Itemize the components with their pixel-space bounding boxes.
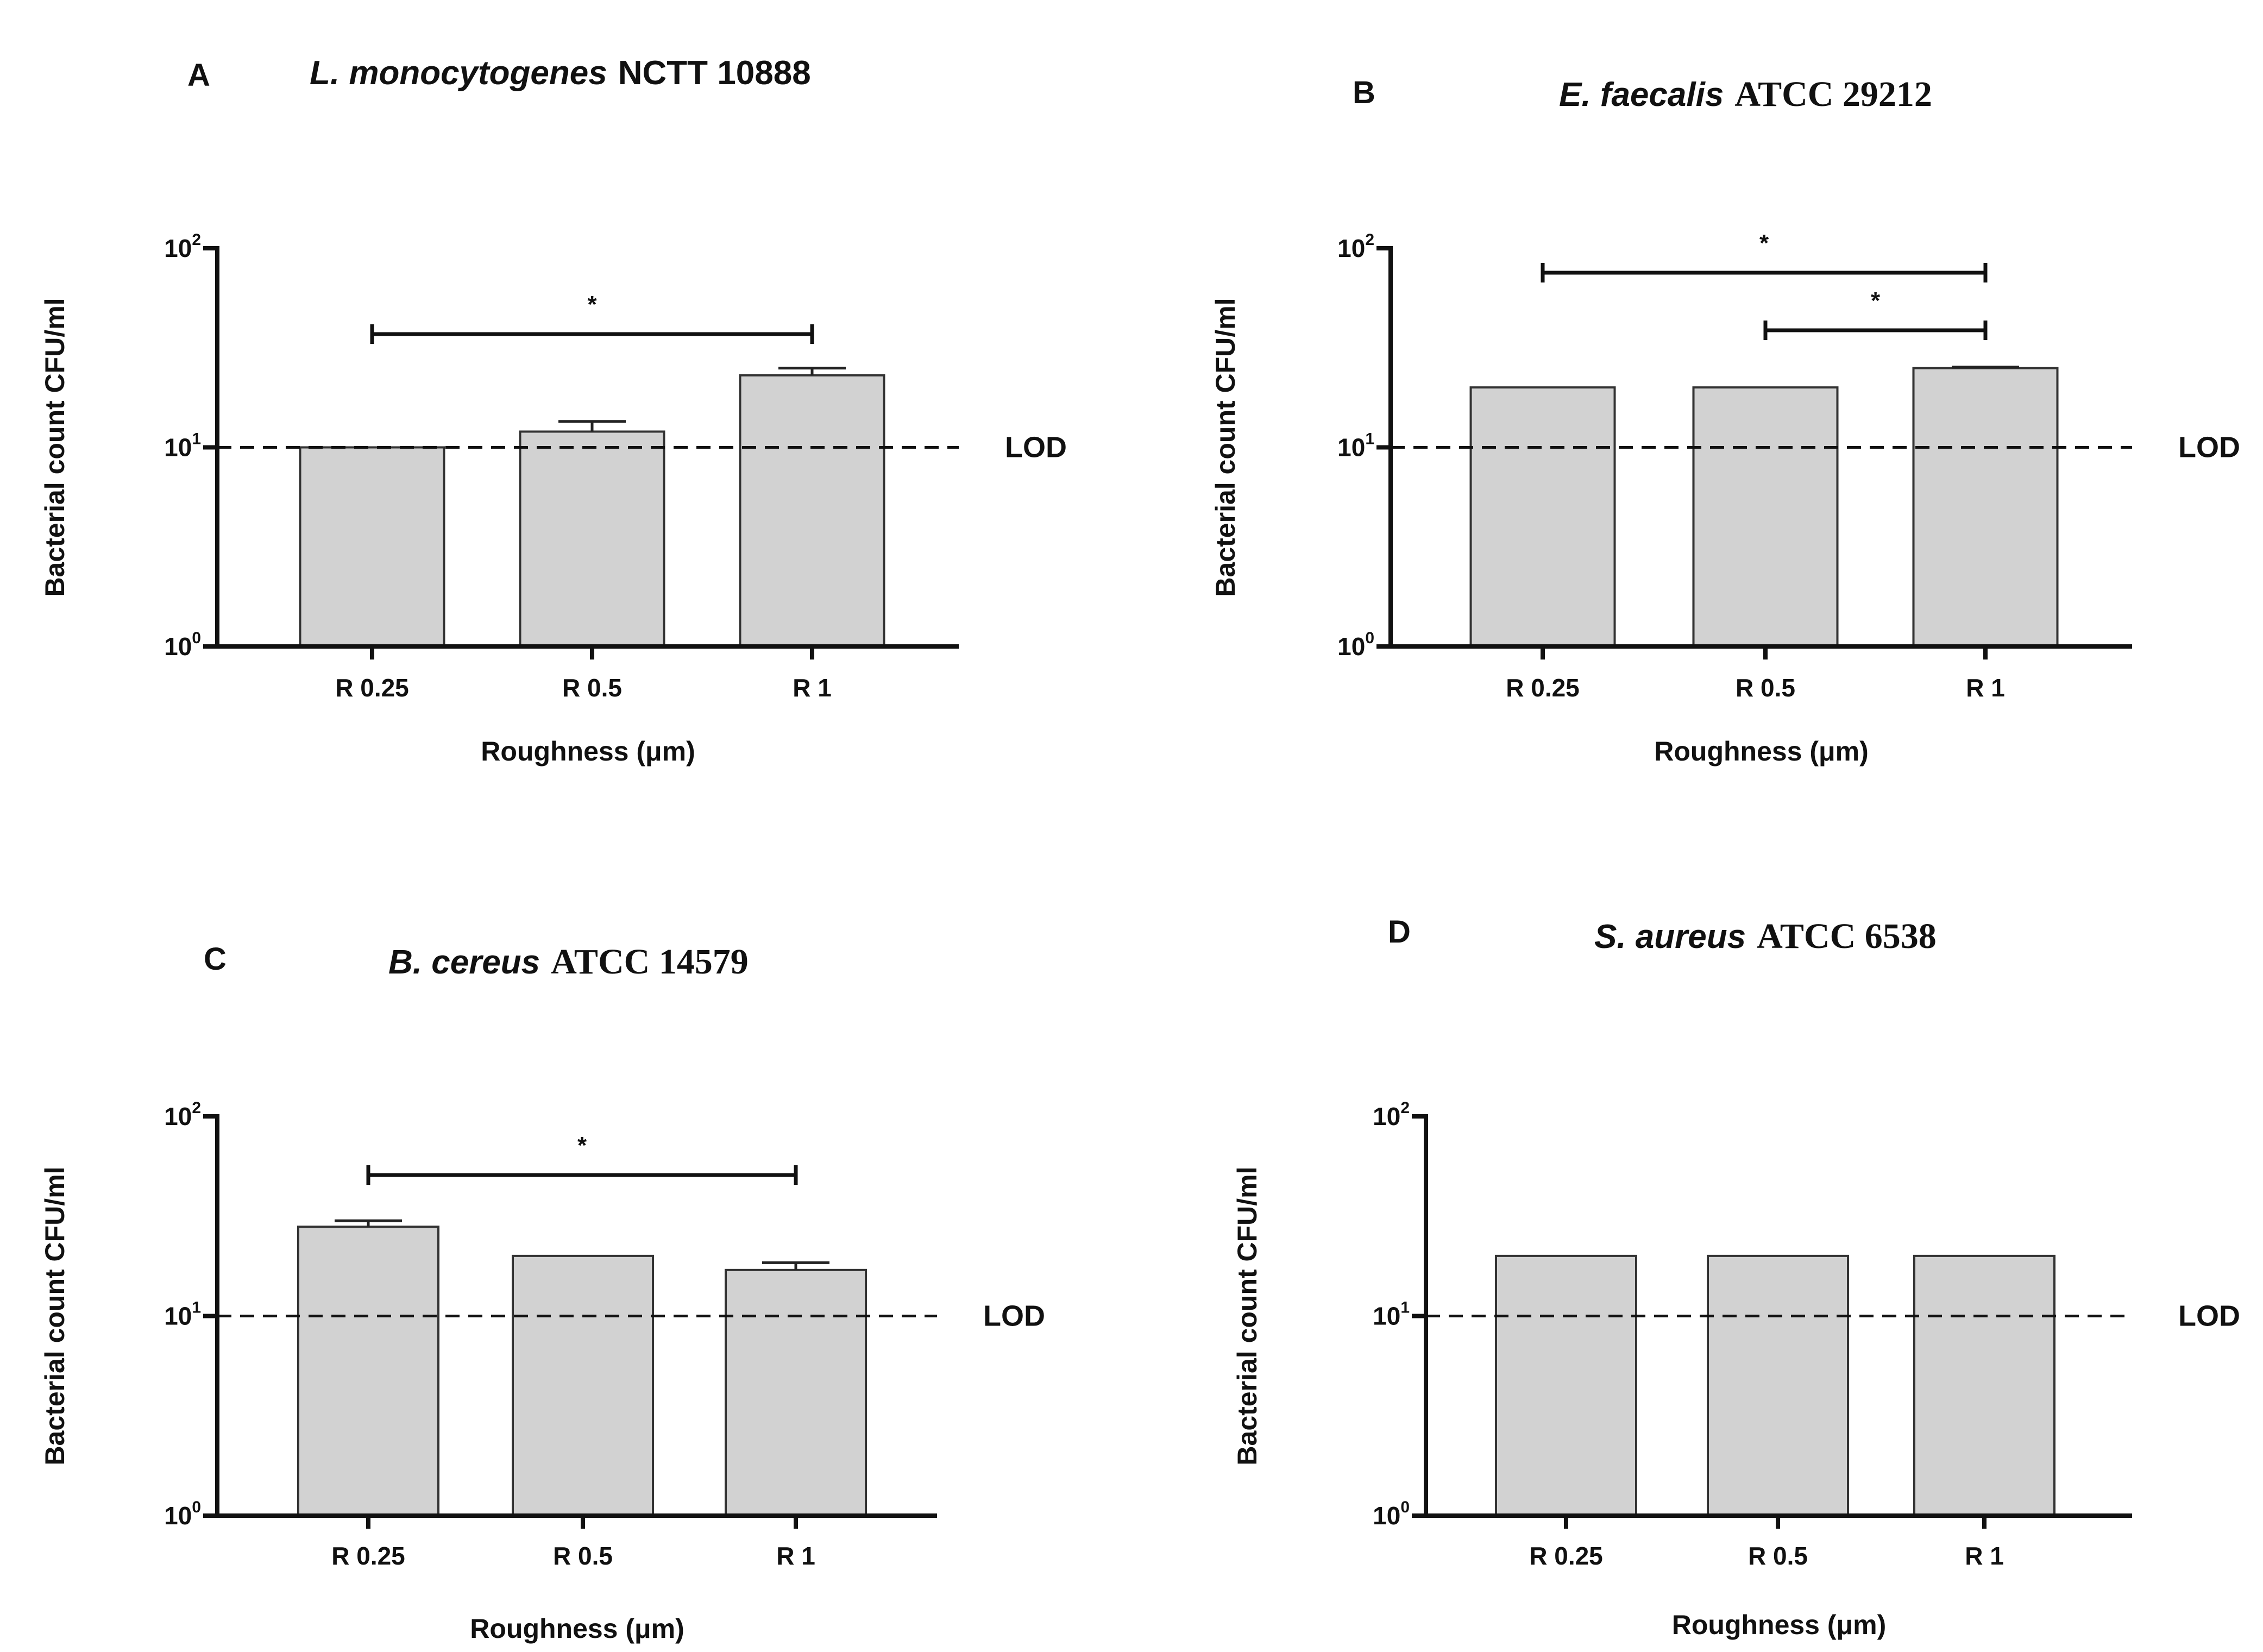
y-axis-title: Bacterial count CFU/ml [40, 1166, 70, 1465]
y-axis-title: Bacterial count CFU/ml [40, 298, 70, 596]
bar [299, 446, 445, 648]
panel-letter: D [1388, 914, 1411, 950]
chart-title: S. aureus ATCC 6538 [1594, 916, 1937, 956]
bar [739, 374, 885, 648]
x-tick-label: R 0.5 [1748, 1542, 1808, 1570]
y-tick-base: 10 [164, 632, 192, 661]
bar [725, 1268, 867, 1517]
bar [1469, 386, 1616, 648]
chart-title-organism: L. monocytogenes [310, 54, 607, 92]
y-axis-title: Bacterial count CFU/ml [1232, 1166, 1262, 1465]
lod-label: LOD [2178, 1300, 2240, 1333]
y-tick-exponent: 0 [1365, 629, 1374, 647]
y-tick-label: 102 [1337, 231, 1374, 262]
panel-letter: A [187, 58, 210, 93]
x-tick-label: R 1 [1965, 1542, 2004, 1570]
lod-label: LOD [2178, 431, 2240, 464]
chart-title-strain: ATCC 6538 [1757, 916, 1937, 956]
y-tick-base: 10 [164, 234, 192, 262]
significance-marker: * [577, 1132, 587, 1159]
x-tick-label: R 0.5 [1736, 674, 1795, 702]
chart-title-organism: E. faecalis [1559, 76, 1724, 114]
chart-title-strain: ATCC 14579 [551, 942, 749, 982]
bar [1707, 1254, 1849, 1517]
y-tick-label: 101 [1337, 430, 1374, 462]
y-tick-exponent: 1 [1365, 430, 1374, 448]
y-tick-base: 10 [1373, 1302, 1400, 1330]
x-tick-label: R 0.5 [553, 1542, 613, 1570]
y-tick-exponent: 1 [192, 430, 201, 448]
y-tick-exponent: 1 [192, 1299, 201, 1317]
significance-marker: * [1759, 230, 1769, 256]
chart-title: B. cereus ATCC 14579 [388, 942, 749, 982]
y-tick-exponent: 0 [192, 1498, 201, 1516]
y-tick-base: 10 [1337, 632, 1365, 661]
lod-label: LOD [983, 1300, 1045, 1333]
y-tick-base: 10 [1337, 234, 1365, 262]
y-tick-base: 10 [164, 1502, 192, 1530]
y-tick-exponent: 2 [192, 1099, 201, 1117]
bar [519, 430, 665, 648]
y-tick-exponent: 1 [1400, 1299, 1410, 1317]
bar [297, 1226, 439, 1517]
significance-marker: * [1871, 287, 1881, 314]
y-tick-label: 100 [1337, 629, 1374, 661]
bar [1692, 386, 1839, 648]
x-tick-label: R 0.25 [335, 674, 409, 702]
chart-title-strain: NCTT 10888 [618, 54, 811, 92]
significance-marker: * [587, 291, 597, 318]
x-axis-title: Roughness (μm) [481, 736, 695, 767]
y-tick-label: 102 [164, 231, 201, 262]
x-axis-title: Roughness (μm) [1654, 736, 1868, 767]
y-tick-label: 102 [1373, 1099, 1410, 1130]
x-axis-title: Roughness (μm) [1672, 1610, 1886, 1640]
y-tick-exponent: 0 [1400, 1498, 1410, 1516]
x-tick-label: R 1 [776, 1542, 815, 1570]
y-tick-label: 101 [164, 1299, 201, 1330]
x-axis-title: Roughness (μm) [470, 1613, 684, 1644]
y-tick-base: 10 [164, 1302, 192, 1330]
x-tick-label: R 0.25 [1506, 674, 1580, 702]
y-tick-label: 100 [164, 1498, 201, 1530]
y-tick-base: 10 [1337, 434, 1365, 462]
chart-title-strain: ATCC 29212 [1734, 74, 1932, 114]
panel-letter: C [204, 941, 227, 977]
y-tick-label: 100 [164, 629, 201, 661]
y-tick-base: 10 [1373, 1102, 1400, 1130]
y-tick-label: 102 [164, 1099, 201, 1130]
bar [1913, 1254, 2055, 1517]
x-tick-label: R 0.25 [1529, 1542, 1603, 1570]
bar [512, 1254, 654, 1517]
x-tick-label: R 0.5 [562, 674, 622, 702]
lod-label: LOD [1005, 431, 1067, 464]
y-tick-exponent: 2 [1400, 1099, 1410, 1117]
bar [1495, 1254, 1637, 1517]
x-tick-label: R 0.25 [331, 1542, 405, 1570]
y-tick-label: 101 [1373, 1299, 1410, 1330]
panel-letter: B [1353, 75, 1375, 110]
y-tick-base: 10 [164, 434, 192, 462]
y-tick-base: 10 [1373, 1502, 1400, 1530]
x-tick-label: R 1 [793, 674, 832, 702]
y-tick-exponent: 2 [192, 231, 201, 249]
y-tick-label: 101 [164, 430, 201, 462]
chart-panel-a: A L. monocytogenes NCTT 10888LOD100101102R… [40, 54, 1067, 767]
chart-title: L. monocytogenes NCTT 10888 [310, 54, 811, 92]
chart-panels: A L. monocytogenes NCTT 10888LOD100101102R… [40, 54, 2240, 1644]
x-tick-label: R 1 [1966, 674, 2005, 702]
chart-title: E. faecalis ATCC 29212 [1559, 74, 1932, 114]
y-tick-base: 10 [164, 1102, 192, 1130]
y-axis-title: Bacterial count CFU/ml [1210, 298, 1241, 596]
y-tick-exponent: 0 [192, 629, 201, 647]
bar [1912, 367, 2059, 648]
y-tick-label: 100 [1373, 1498, 1410, 1530]
chart-title-organism: B. cereus [388, 944, 540, 981]
chart-title-organism: S. aureus [1594, 918, 1746, 956]
y-tick-exponent: 2 [1365, 231, 1374, 249]
